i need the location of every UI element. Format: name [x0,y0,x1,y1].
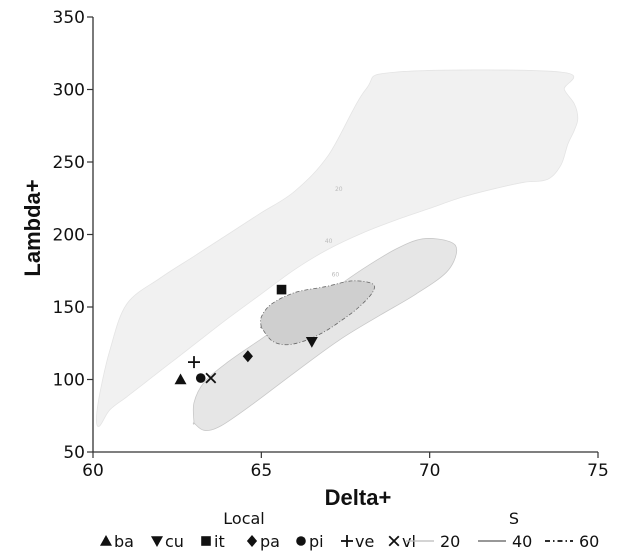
legend-s-title: S [509,509,519,528]
contour-level-label-40: 40 [325,238,333,245]
contour-20 [95,69,579,427]
x-tick-label: 60 [82,461,104,481]
contour-level-label-20: 20 [335,186,343,193]
legend-marker-pi [296,536,306,546]
data-point-pa [242,350,253,363]
legend-marker-pa [246,535,258,547]
legend-marker-ve [341,535,353,547]
legend-label-it: it [214,532,225,551]
legend-label-s-20: 20 [440,532,460,551]
data-point-ba [174,373,187,385]
y-tick-label: 50 [63,443,85,463]
y-tick-label: 150 [53,298,85,318]
x-tick-label: 65 [251,461,273,481]
data-point-it [276,284,287,295]
marker-layer [174,284,318,385]
contour-label-layer: 20 40 60 [325,186,343,279]
y-tick-label: 350 [53,8,85,28]
legend-label-s-60: 60 [579,532,599,551]
contour-layer [95,69,579,431]
x-axis-title: Delta+ [325,485,392,510]
data-point-ve [188,356,200,369]
contour-level-label-60: 60 [332,272,340,279]
data-point-cu [305,337,318,348]
legend: Local S ba cu it pa pi ve vl 20 40 60 [100,509,599,551]
x-tick-label: 75 [587,461,609,481]
legend-local-title: Local [223,509,264,528]
contour-60 [260,280,375,346]
legend-items: ba cu it pa pi ve vl 20 40 60 [100,532,599,551]
legend-marker-ba [100,535,112,546]
tick-layer: 50 100 150 200 250 300 350 60 65 70 75 [53,8,609,481]
data-point-pi [195,373,206,383]
legend-label-pi: pi [309,532,324,551]
data-point-vl [205,372,217,384]
y-tick-label: 250 [53,153,85,173]
legend-label-pa: pa [260,532,280,551]
legend-marker-vl [388,535,400,547]
y-tick-label: 300 [53,81,85,101]
contour-40 [192,238,458,431]
y-tick-label: 100 [53,371,85,391]
legend-label-cu: cu [165,532,184,551]
y-tick-label: 200 [53,226,85,246]
legend-marker-it [201,536,211,546]
x-tick-label: 70 [419,461,441,481]
legend-label-ve: ve [355,532,374,551]
y-axis-title: Lambda+ [20,179,45,276]
legend-label-ba: ba [114,532,134,551]
legend-marker-cu [151,536,163,547]
legend-label-s-40: 40 [512,532,532,551]
